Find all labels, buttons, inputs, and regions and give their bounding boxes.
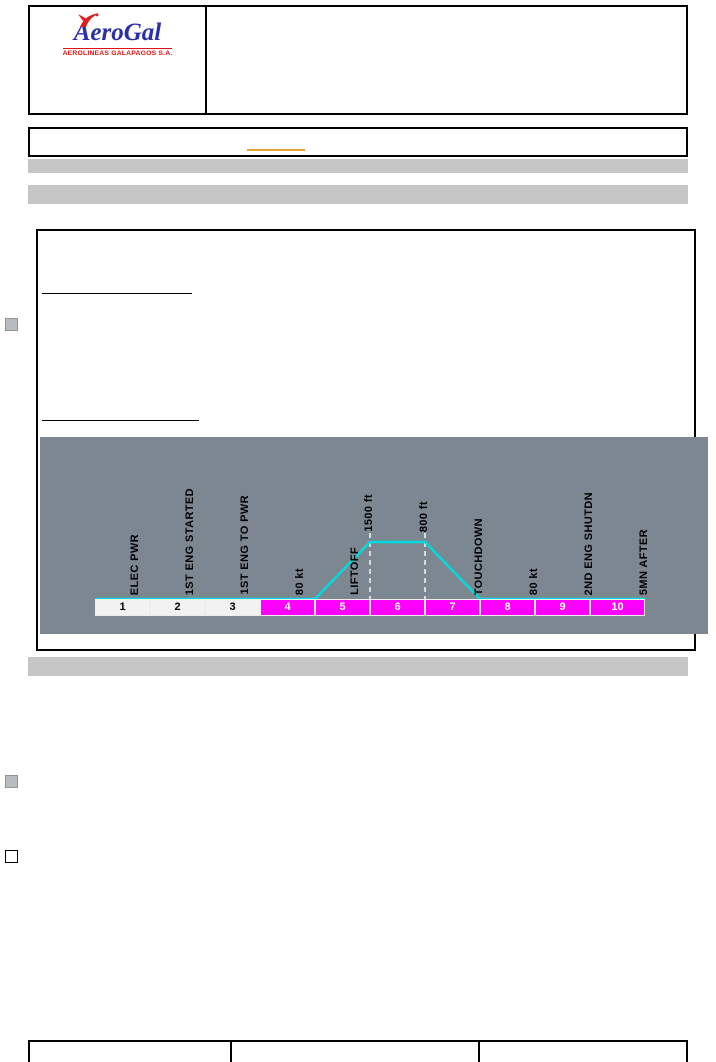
title-box	[28, 127, 688, 157]
heading-underline-1	[42, 293, 192, 294]
phase-boundary-label-2nd-eng-shutdn: 2ND ENG SHUTDN	[583, 491, 595, 595]
phase-box-10: 10	[590, 599, 645, 616]
phase-boundary-label-liftoff: LIFTOFF	[349, 547, 361, 595]
logo-cell: AeroGal AEROLINEAS GALAPAGOS S.A.	[30, 7, 207, 113]
phase-box-6: 6	[370, 599, 425, 616]
phase-box-4: 4	[260, 599, 315, 616]
revision-mark-3	[5, 850, 18, 863]
section-bar-2	[28, 185, 688, 204]
phase-number-row: 1 2 3 4 5 6 7 8 9 10	[95, 599, 645, 616]
aerogal-logo: AeroGal AEROLINEAS GALAPAGOS S.A.	[62, 13, 173, 57]
footer-cell-2	[232, 1042, 480, 1062]
phase-boundary-label-1st-eng-started: 1ST ENG STARTED	[184, 487, 196, 595]
phase-box-7: 7	[425, 599, 480, 616]
brand-subtitle: AEROLINEAS GALAPAGOS S.A.	[62, 48, 173, 57]
phase-box-2: 2	[150, 599, 205, 616]
phase-boundary-label-1500ft: 1500 ft	[363, 494, 375, 532]
phase-boundary-label-800ft: 800 ft	[418, 500, 430, 532]
revision-mark-2	[5, 775, 18, 788]
flight-phase-diagram: ELEC PWR 1ST ENG STARTED 1ST ENG TO PWR …	[40, 437, 708, 634]
phase-box-3: 3	[205, 599, 260, 616]
header-table: AeroGal AEROLINEAS GALAPAGOS S.A.	[28, 5, 688, 115]
footer-cell-3	[480, 1042, 688, 1062]
phase-box-9: 9	[535, 599, 590, 616]
phase-box-1: 1	[95, 599, 150, 616]
footer-cell-1	[28, 1042, 232, 1062]
header-title-cell	[207, 7, 686, 113]
phase-boundary-label-1st-eng-to-pwr: 1ST ENG TO PWR	[239, 495, 251, 595]
phase-boundary-label-elec-pwr: ELEC PWR	[129, 533, 141, 595]
phase-boundary-label-5mn-after: 5MN AFTER	[638, 528, 650, 595]
brand-name: AeroGal	[73, 19, 162, 46]
phase-box-8: 8	[480, 599, 535, 616]
phase-box-5: 5	[315, 599, 370, 616]
section-bar-1	[28, 159, 688, 173]
phase-boundary-label-80kt-landing: 80 kt	[528, 567, 540, 595]
revision-mark-1	[5, 318, 18, 331]
phase-boundary-label-80kt-takeoff: 80 kt	[294, 567, 306, 595]
phase-boundary-label-touchdown: TOUCHDOWN	[473, 517, 485, 595]
bird-icon	[77, 13, 99, 27]
reference-link[interactable]	[247, 143, 305, 151]
footer-table	[28, 1040, 688, 1062]
section-bar-3	[28, 657, 688, 676]
heading-underline-2	[42, 420, 199, 421]
content-box: ELEC PWR 1ST ENG STARTED 1ST ENG TO PWR …	[36, 229, 708, 651]
